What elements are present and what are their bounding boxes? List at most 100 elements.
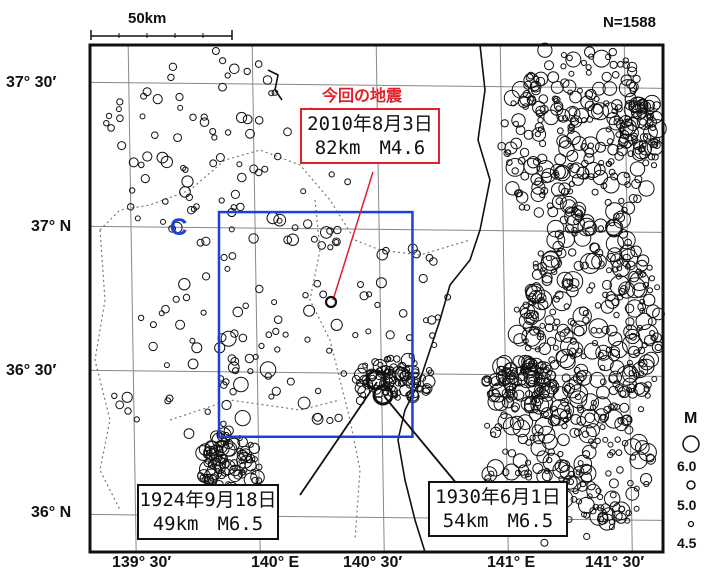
- epicenter-circle: [633, 194, 642, 204]
- epicenter-circle: [579, 464, 597, 483]
- epicenter-circle: [619, 390, 627, 398]
- epicenter-circle: [564, 224, 575, 234]
- epicenter-circle: [527, 96, 537, 106]
- epicenter-circle: [647, 153, 656, 161]
- epicenter-circle: [156, 151, 169, 164]
- epicenter-circle: [627, 150, 635, 158]
- epicenter-circle: [530, 395, 550, 415]
- epicenter-circle: [585, 161, 602, 179]
- epicenter-circle: [593, 218, 608, 233]
- epicenter-circle: [394, 394, 401, 401]
- epicenter-circle: [204, 477, 211, 485]
- epicenter-circle: [328, 171, 335, 178]
- epicenter-circle: [555, 197, 564, 206]
- epicenter-circle: [517, 464, 530, 476]
- epicenter-circle: [623, 172, 630, 179]
- epicenter-circle: [200, 309, 207, 316]
- epicenter-circle: [576, 404, 583, 411]
- epicenter-circle: [580, 463, 592, 475]
- epicenter-circle: [583, 511, 591, 519]
- epicenter-circle: [622, 61, 631, 69]
- epicenter-circle: [602, 81, 618, 96]
- epicenter-circle: [525, 459, 532, 466]
- epicenter-circle: [650, 334, 657, 341]
- event-1930-detail: 54km M6.5: [442, 510, 554, 532]
- epicenter-circle: [570, 414, 582, 425]
- epicenter-circle: [199, 117, 210, 127]
- epicenter-circle: [230, 189, 240, 199]
- epicenter-circle: [520, 366, 528, 374]
- epicenter-circle: [233, 376, 249, 393]
- epicenter-circle: [616, 265, 623, 272]
- epicenter-circle: [584, 412, 596, 424]
- epicenter-circle: [590, 441, 598, 449]
- epicenter-circle: [115, 400, 125, 410]
- epicenter-circle: [532, 100, 546, 115]
- epicenter-circle: [518, 312, 535, 329]
- lon-label-139-30: 139° 30′: [112, 554, 172, 571]
- epicenter-circle: [597, 225, 604, 232]
- epicenter-circle: [375, 374, 382, 381]
- epicenter-circle: [573, 325, 585, 337]
- epicenter-circle: [591, 188, 599, 196]
- epicenter-circle: [629, 451, 648, 470]
- epicenter-circle: [535, 109, 544, 118]
- epicenter-circle: [570, 496, 578, 503]
- epicenter-circle: [573, 428, 582, 437]
- epicenter-circle: [605, 291, 616, 302]
- epicenter-circle: [537, 425, 556, 444]
- epicenter-circle: [619, 248, 639, 268]
- epicenter-circle: [586, 483, 601, 499]
- epicenter-circle: [532, 463, 544, 474]
- legend-label-5: 5.0: [677, 497, 697, 513]
- epicenter-circle: [591, 253, 607, 270]
- epicenter-circle: [581, 261, 589, 270]
- epicenter-circle: [616, 293, 624, 301]
- epicenter-circle: [297, 396, 311, 410]
- epicenter-circle: [573, 260, 584, 271]
- epicenter-circle: [522, 103, 529, 110]
- epicenter-circle: [642, 281, 650, 289]
- epicenter-circle: [559, 215, 569, 225]
- epicenter-circle: [618, 197, 625, 204]
- coastline-path: [397, 44, 491, 553]
- epicenter-circle: [529, 80, 542, 93]
- epicenter-circle: [383, 368, 391, 376]
- epicenter-circle: [553, 318, 561, 326]
- epicenter-circle: [229, 388, 237, 396]
- epicenter-circle: [220, 330, 237, 347]
- epicenter-circle: [512, 120, 520, 127]
- epicenter-circle: [151, 131, 159, 139]
- epicenter-circle: [574, 393, 582, 401]
- epicenter-circle: [164, 397, 172, 405]
- epicenter-circle: [507, 449, 517, 458]
- epicenter-circle: [238, 333, 248, 343]
- epicenter-circle: [609, 449, 616, 456]
- epicenter-circle: [570, 319, 577, 327]
- epicenter-circle: [631, 361, 649, 379]
- epicenter-circle: [333, 239, 340, 245]
- epicenter-circle: [165, 394, 174, 403]
- epicenter-circle: [313, 412, 323, 422]
- epicenter-circle: [509, 415, 525, 431]
- epicenter-circle: [535, 361, 553, 380]
- epicenter-circle: [580, 59, 588, 67]
- epicenter-circle: [546, 336, 557, 346]
- epicenter-circle: [537, 153, 548, 165]
- epicenter-circle: [142, 151, 153, 162]
- epicenter-circle: [569, 337, 578, 345]
- epicenter-circle: [589, 507, 597, 515]
- epicenter-circle: [642, 159, 650, 167]
- legend-circle-5: [686, 480, 696, 490]
- epicenter-circle: [223, 425, 234, 436]
- epicenter-circle: [201, 236, 211, 246]
- epicenter-circle: [591, 340, 599, 347]
- epicenter-circle: [536, 160, 555, 178]
- epicenter-circle: [286, 377, 295, 386]
- epicenter-circle: [204, 408, 211, 415]
- epicenter-circle: [498, 365, 506, 373]
- epicenter-circle: [197, 472, 205, 480]
- epicenter-circle: [608, 370, 623, 384]
- epicenter-circle: [523, 80, 533, 90]
